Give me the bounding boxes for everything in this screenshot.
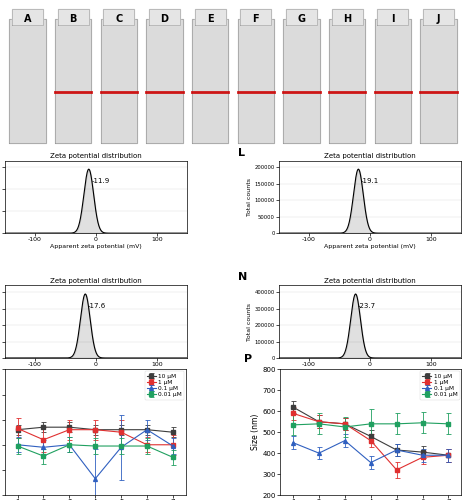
Polygon shape [9,20,46,144]
Text: A: A [24,14,31,24]
Text: H: H [343,14,351,24]
Text: -17.6: -17.6 [88,302,106,308]
Text: -11.9: -11.9 [91,178,110,184]
Polygon shape [146,20,183,144]
Polygon shape [55,20,91,144]
Text: -19.1: -19.1 [361,178,379,184]
X-axis label: Apparent zeta potential (mV): Apparent zeta potential (mV) [324,244,416,250]
Polygon shape [420,20,457,144]
Polygon shape [332,10,363,25]
Text: I: I [391,14,395,24]
Polygon shape [423,10,454,25]
Text: G: G [297,14,306,24]
Legend: 10 μM, 1 μM, 0.1 μM, 0.01 μM: 10 μM, 1 μM, 0.1 μM, 0.01 μM [420,371,459,400]
Polygon shape [12,10,43,25]
Polygon shape [101,20,137,144]
Title: Zeta potential distribution: Zeta potential distribution [324,278,416,283]
Text: D: D [160,14,169,24]
Text: P: P [244,354,252,364]
X-axis label: Apparent zeta potential (mV): Apparent zeta potential (mV) [324,370,416,374]
Polygon shape [240,10,271,25]
Polygon shape [103,10,134,25]
Title: Zeta potential distribution: Zeta potential distribution [50,278,142,283]
X-axis label: Apparent zeta potential (mV): Apparent zeta potential (mV) [50,244,142,250]
Polygon shape [283,20,320,144]
Polygon shape [192,20,228,144]
Y-axis label: Total counts: Total counts [247,302,252,341]
Polygon shape [375,20,411,144]
X-axis label: Apparent zeta potential (mV): Apparent zeta potential (mV) [50,370,142,374]
Polygon shape [195,10,226,25]
Polygon shape [149,10,180,25]
Text: E: E [207,14,213,24]
Y-axis label: Total counts: Total counts [247,178,252,216]
Text: L: L [239,148,246,158]
Text: B: B [69,14,77,24]
Text: N: N [239,272,248,282]
Text: -23.7: -23.7 [358,302,376,308]
Polygon shape [286,10,317,25]
Title: Zeta potential distribution: Zeta potential distribution [50,153,142,159]
Legend: 10 μM, 1 μM, 0.1 μM, 0.01 μM: 10 μM, 1 μM, 0.1 μM, 0.01 μM [144,371,184,400]
Text: C: C [115,14,123,24]
Text: J: J [437,14,440,24]
Text: F: F [253,14,259,24]
Polygon shape [329,20,365,144]
Polygon shape [58,10,89,25]
Title: Zeta potential distribution: Zeta potential distribution [324,153,416,159]
Y-axis label: Size (nm): Size (nm) [251,414,260,451]
Polygon shape [238,20,274,144]
Polygon shape [377,10,408,25]
